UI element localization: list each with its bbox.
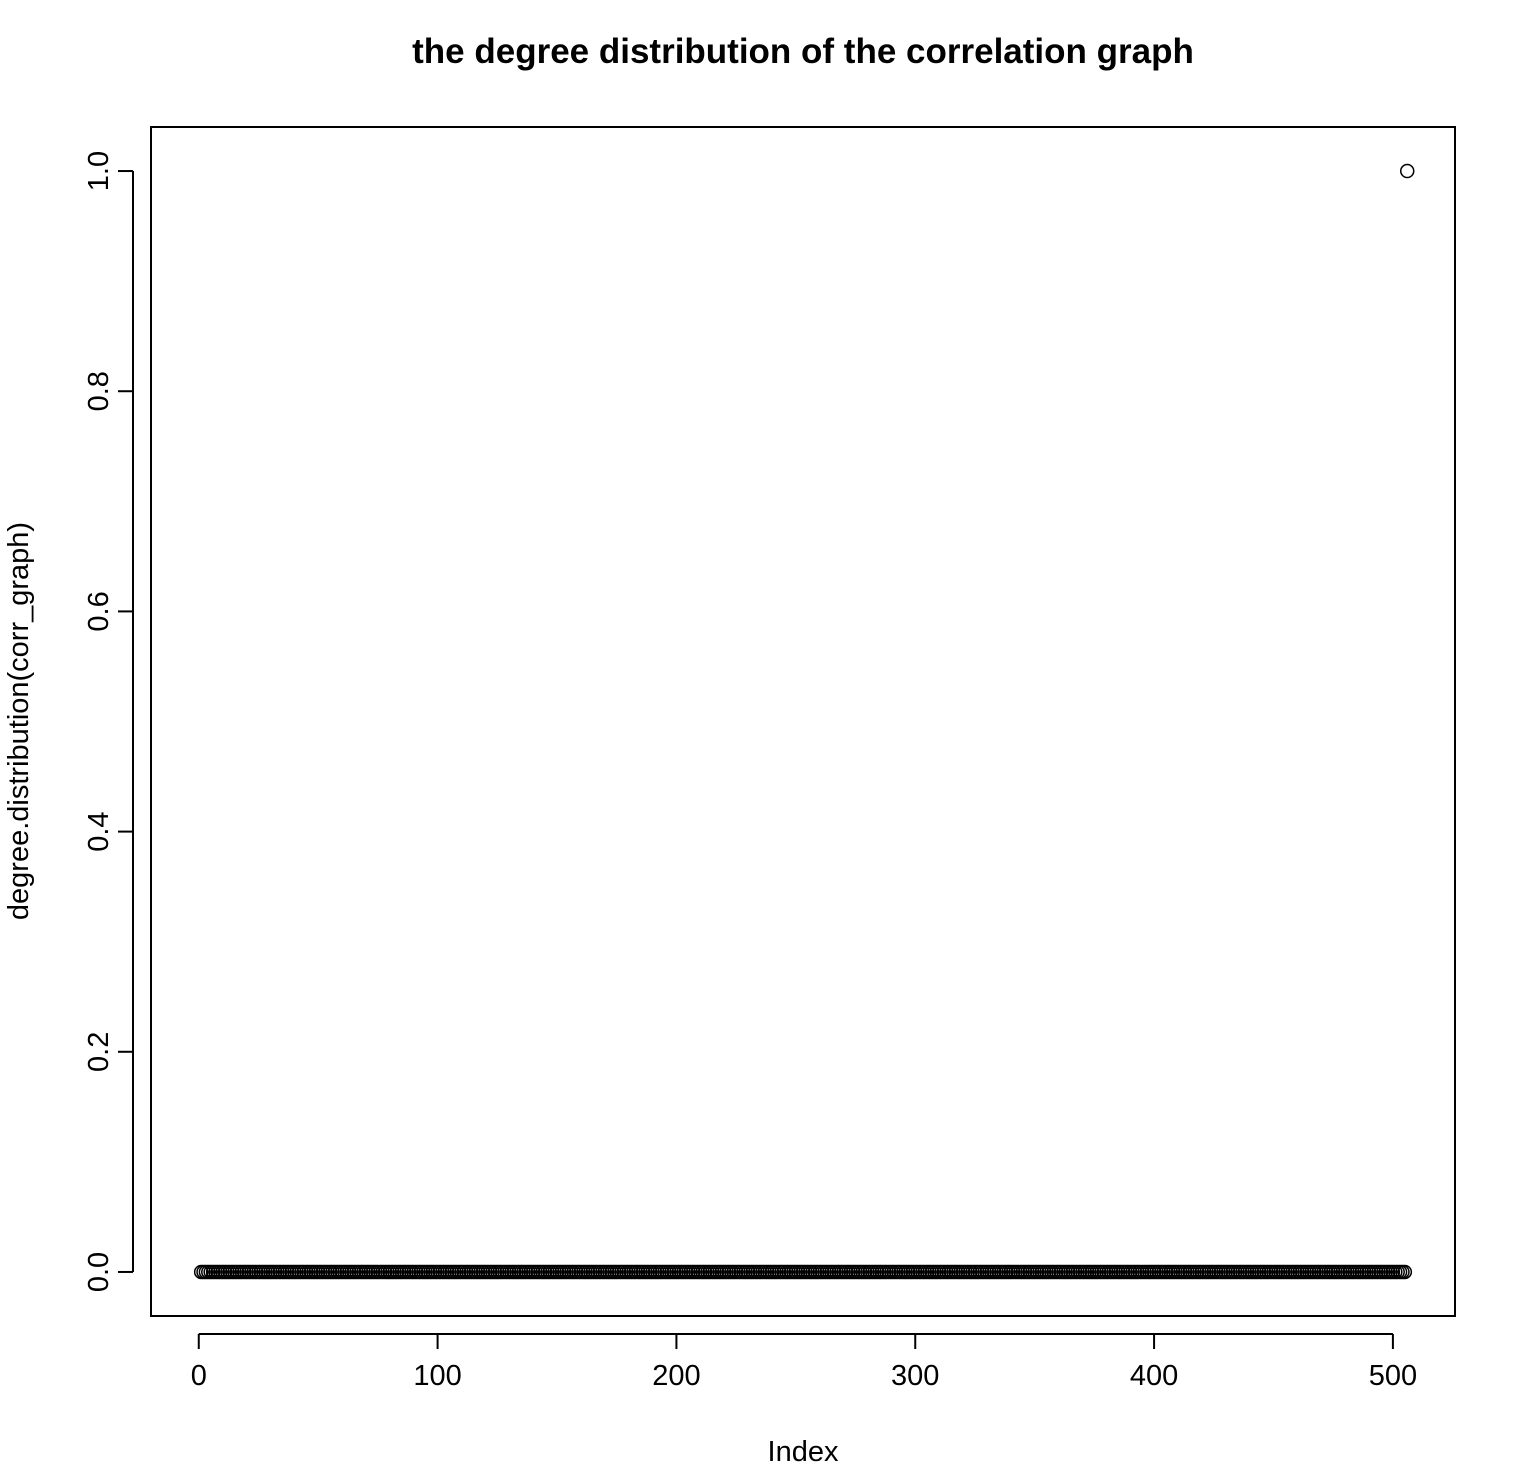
y-axis: 0.0 0.2 0.4 0.6 0.8 1.0 [83,151,134,1292]
x-tick-label: 300 [891,1360,939,1392]
plot-area-border [150,126,1456,1317]
x-tick-label: 500 [1369,1360,1417,1392]
data-point [1399,163,1415,179]
x-tick-label: 400 [1130,1360,1178,1392]
y-tick-label: 1.0 [83,151,115,191]
x-tick-label: 200 [652,1360,700,1392]
x-axis: 0 100 200 300 400 500 [191,1333,1417,1392]
data-point [1397,1264,1413,1280]
y-tick-label: 0.4 [83,811,115,851]
data-points [193,163,1415,1280]
y-tick-label: 0.8 [83,371,115,411]
x-tick-label: 0 [191,1360,207,1392]
y-tick-label: 0.0 [83,1252,115,1292]
x-axis-label: Index [768,1436,839,1468]
x-tick-label: 100 [413,1360,461,1392]
y-axis-label: degree.distribution(corr_graph) [3,522,35,920]
y-tick-label: 0.2 [83,1032,115,1072]
chart-title: the degree distribution of the correlati… [412,32,1194,71]
y-tick-label: 0.6 [83,591,115,631]
